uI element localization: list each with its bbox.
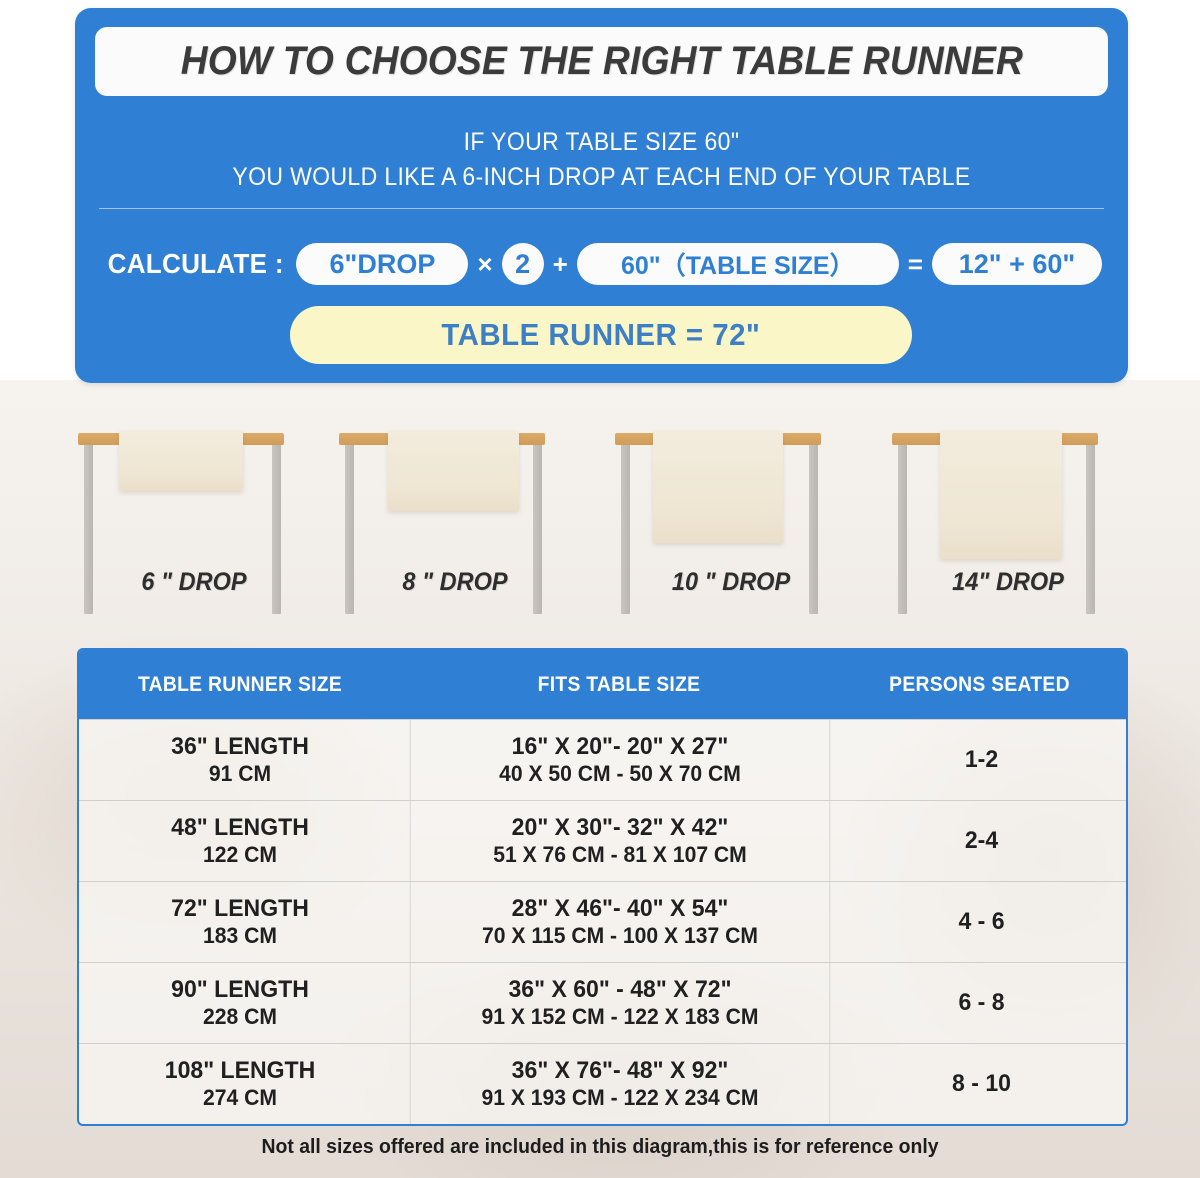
drop-illustration-1: 8 " DROP xyxy=(331,420,579,635)
operator-equals: = xyxy=(907,248,923,279)
fits-inches: 36" X 76"- 48" X 92" xyxy=(511,1056,729,1084)
fits-cm: 91 X 193 CM - 122 X 234 CM xyxy=(481,1085,759,1111)
runner-cloth-icon xyxy=(653,431,783,543)
calc-term-result: 12" + 60" xyxy=(931,243,1102,285)
table-leg-left-icon xyxy=(84,442,93,614)
cell-runner-size: 36" LENGTH 91 CM xyxy=(85,720,394,800)
fits-inches: 16" X 20"- 20" X 27" xyxy=(511,732,729,760)
fits-inches: 36" X 60" - 48" X 72" xyxy=(508,975,732,1003)
fits-inches: 28" X 46"- 40" X 54" xyxy=(511,894,729,922)
cell-runner-size: 48" LENGTH 122 CM xyxy=(85,801,394,881)
table-leg-left-icon xyxy=(621,442,630,614)
table-leg-right-icon xyxy=(809,442,818,614)
calculation-row: CALCULATE : 6"DROP × 2 + 60"（TABLE SIZE）… xyxy=(75,236,1128,292)
drop-illustrations: 6 " DROP 8 " DROP 10 " DROP 14" DROP xyxy=(70,420,1132,635)
column-header-fits-table-size: FITS TABLE SIZE xyxy=(537,672,701,696)
cell-runner-size: 90" LENGTH 228 CM xyxy=(85,963,394,1043)
subtitle-line-2: YOU WOULD LIKE A 6-INCH DROP AT EACH END… xyxy=(232,163,971,191)
cell-persons-seated: 4 - 6 xyxy=(958,907,1005,935)
table-row: 36" LENGTH 91 CM 16" X 20"- 20" X 27" 40… xyxy=(79,719,1126,800)
column-header-runner-size: TABLE RUNNER SIZE xyxy=(138,672,342,696)
runner-size-inches: 72" LENGTH xyxy=(171,894,309,922)
drop-label: 10 " DROP xyxy=(671,568,791,596)
runner-size-cm: 228 CM xyxy=(203,1004,277,1030)
cell-persons-seated: 6 - 8 xyxy=(958,988,1005,1016)
table-row: 108" LENGTH 274 CM 36" X 76"- 48" X 92" … xyxy=(79,1043,1126,1124)
table-row: 48" LENGTH 122 CM 20" X 30"- 32" X 42" 5… xyxy=(79,800,1126,881)
drop-illustration-3: 14" DROP xyxy=(884,420,1132,635)
calc-term-multiplier: 2 xyxy=(501,243,544,285)
size-chart-table: TABLE RUNNER SIZE FITS TABLE SIZE PERSON… xyxy=(77,648,1128,1126)
fits-inches: 20" X 30"- 32" X 42" xyxy=(511,813,729,841)
runner-cloth-icon xyxy=(388,431,519,511)
fits-cm: 40 X 50 CM - 50 X 70 CM xyxy=(499,761,741,787)
runner-size-inches: 90" LENGTH xyxy=(171,975,309,1003)
table-row: 90" LENGTH 228 CM 36" X 60" - 48" X 72" … xyxy=(79,962,1126,1043)
table-header-row: TABLE RUNNER SIZE FITS TABLE SIZE PERSON… xyxy=(79,650,1126,719)
title-card: HOW TO CHOOSE THE RIGHT TABLE RUNNER xyxy=(95,27,1108,96)
calculator-panel: HOW TO CHOOSE THE RIGHT TABLE RUNNER IF … xyxy=(75,8,1128,383)
table-leg-right-icon xyxy=(272,442,281,614)
table-leg-left-icon xyxy=(898,442,907,614)
runner-size-cm: 122 CM xyxy=(203,842,277,868)
cell-fits-table-size: 28" X 46"- 40" X 54" 70 X 115 CM - 100 X… xyxy=(409,882,831,962)
calc-term-table-size: 60"（TABLE SIZE） xyxy=(576,243,899,285)
fits-cm: 70 X 115 CM - 100 X 137 CM xyxy=(482,923,758,949)
table-leg-right-icon xyxy=(1086,442,1095,614)
column-header-persons-seated: PERSONS SEATED xyxy=(889,672,1070,696)
drop-label: 6 " DROP xyxy=(141,568,247,596)
panel-divider xyxy=(99,208,1104,209)
cell-fits-table-size: 20" X 30"- 32" X 42" 51 X 76 CM - 81 X 1… xyxy=(409,801,831,881)
cell-runner-size: 72" LENGTH 183 CM xyxy=(85,882,394,962)
disclaimer-note: Not all sizes offered are included in th… xyxy=(261,1136,939,1158)
runner-size-inches: 48" LENGTH xyxy=(171,813,309,841)
cell-persons-seated: 2-4 xyxy=(964,826,999,854)
runner-cloth-icon xyxy=(119,431,243,491)
runner-size-cm: 183 CM xyxy=(203,923,277,949)
table-row: 72" LENGTH 183 CM 28" X 46"- 40" X 54" 7… xyxy=(79,881,1126,962)
cell-runner-size: 108" LENGTH 274 CM xyxy=(85,1044,394,1124)
cell-persons-seated: 1-2 xyxy=(964,745,999,773)
calculate-label: CALCULATE : xyxy=(107,248,284,279)
result-text: TABLE RUNNER = 72" xyxy=(441,317,761,352)
page-title: HOW TO CHOOSE THE RIGHT TABLE RUNNER xyxy=(180,39,1023,83)
calc-term-drop: 6"DROP xyxy=(296,243,469,285)
cell-fits-table-size: 16" X 20"- 20" X 27" 40 X 50 CM - 50 X 7… xyxy=(409,720,831,800)
runner-size-inches: 36" LENGTH xyxy=(171,732,309,760)
cell-fits-table-size: 36" X 60" - 48" X 72" 91 X 152 CM - 122 … xyxy=(409,963,831,1043)
runner-cloth-icon xyxy=(940,431,1062,559)
runner-size-cm: 91 CM xyxy=(208,761,272,787)
operator-multiply: × xyxy=(477,248,493,279)
fits-cm: 51 X 76 CM - 81 X 107 CM xyxy=(493,842,747,868)
drop-label: 8 " DROP xyxy=(402,568,508,596)
runner-size-inches: 108" LENGTH xyxy=(164,1056,316,1084)
cell-fits-table-size: 36" X 76"- 48" X 92" 91 X 193 CM - 122 X… xyxy=(409,1044,831,1124)
drop-illustration-0: 6 " DROP xyxy=(70,420,318,635)
drop-illustration-2: 10 " DROP xyxy=(607,420,855,635)
subtitle-line-1: IF YOUR TABLE SIZE 60" xyxy=(463,128,740,156)
cell-persons-seated: 8 - 10 xyxy=(952,1069,1011,1097)
table-leg-left-icon xyxy=(345,442,354,614)
drop-label: 14" DROP xyxy=(952,568,1064,596)
operator-plus: + xyxy=(552,248,568,279)
result-banner: TABLE RUNNER = 72" xyxy=(290,306,912,364)
table-leg-right-icon xyxy=(533,442,542,614)
runner-size-cm: 274 CM xyxy=(203,1085,277,1111)
fits-cm: 91 X 152 CM - 122 X 183 CM xyxy=(481,1004,759,1030)
